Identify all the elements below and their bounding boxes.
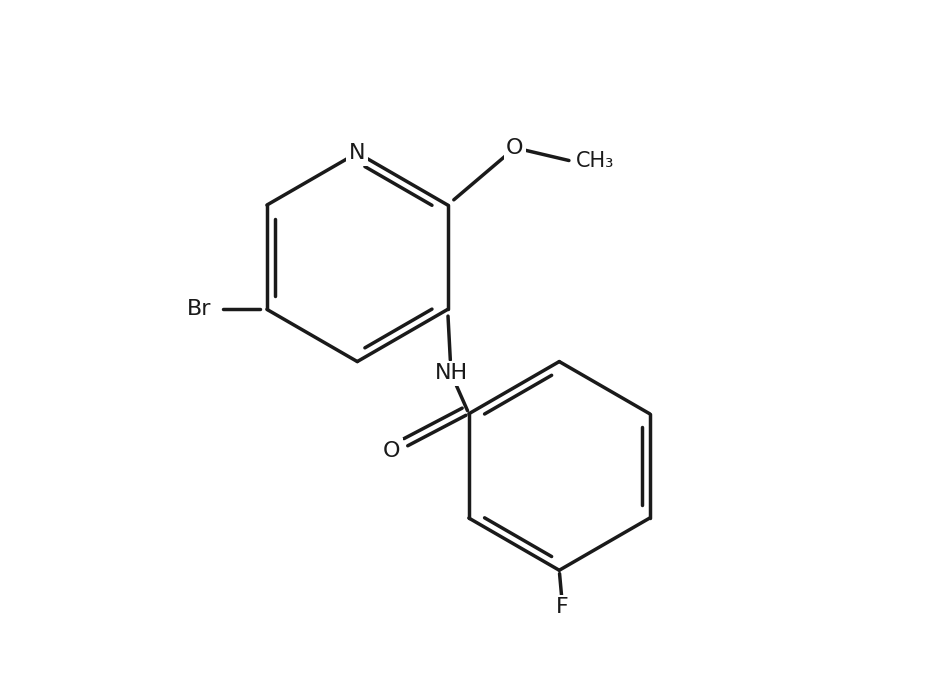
Text: N: N (349, 143, 365, 163)
Text: O: O (506, 138, 524, 158)
Text: CH₃: CH₃ (576, 151, 614, 171)
Text: F: F (556, 598, 569, 617)
Text: O: O (383, 441, 400, 461)
Text: NH: NH (434, 363, 468, 383)
Text: Br: Br (187, 299, 212, 319)
